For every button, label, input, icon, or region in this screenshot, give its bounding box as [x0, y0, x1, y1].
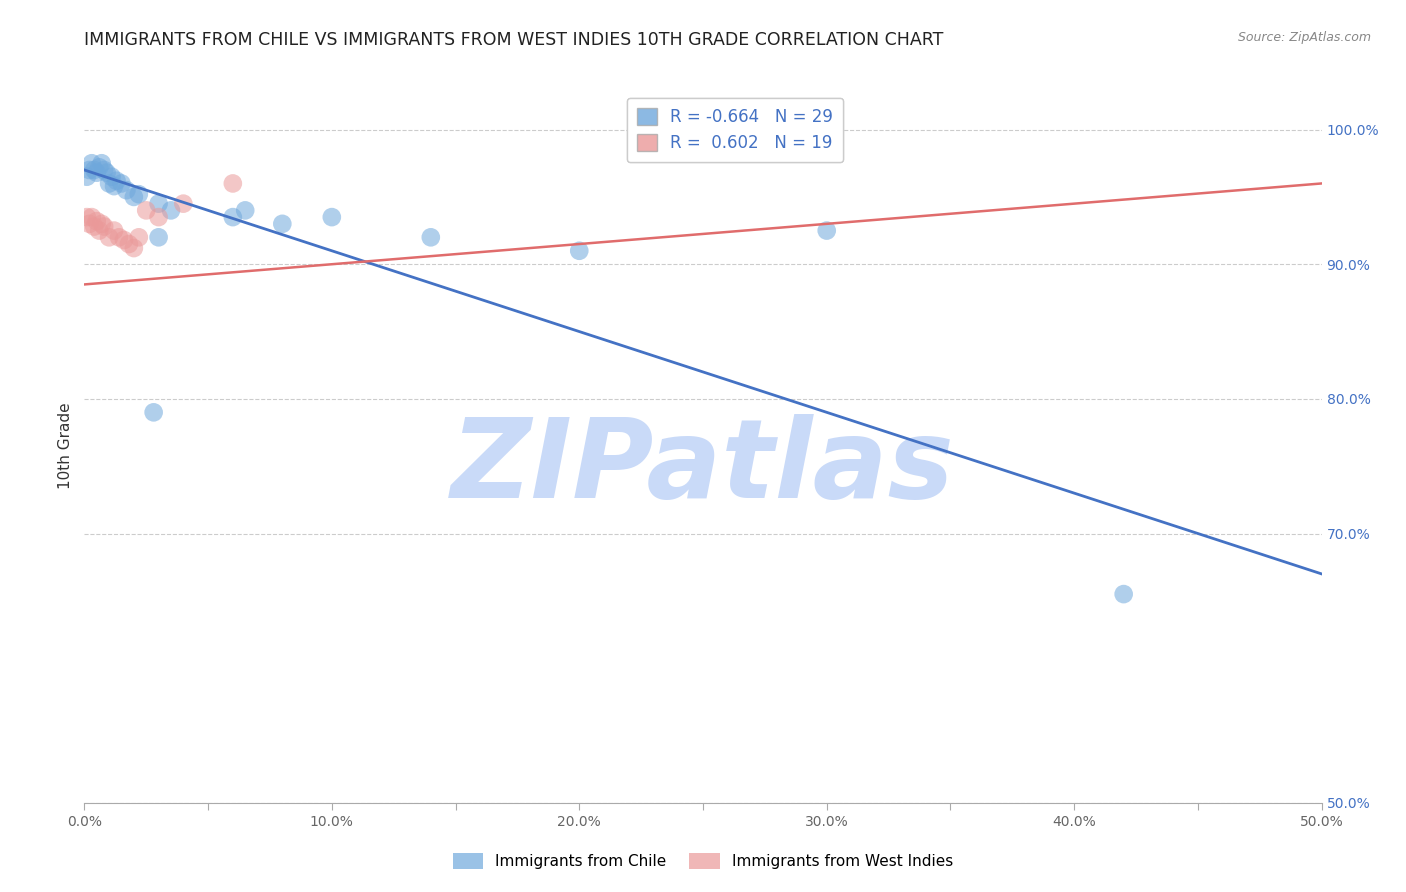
- Point: [93, 219, 115, 234]
- Point: [115, 183, 138, 197]
- Point: [128, 230, 150, 244]
- Point: [118, 237, 141, 252]
- Point: [148, 230, 170, 244]
- Point: [568, 244, 591, 258]
- Point: [79, 163, 101, 178]
- Point: [103, 223, 125, 237]
- Text: ZIPatlas: ZIPatlas: [451, 414, 955, 521]
- Point: [100, 169, 122, 184]
- Point: [222, 210, 245, 224]
- Point: [122, 190, 145, 204]
- Y-axis label: 10th Grade: 10th Grade: [58, 402, 73, 490]
- Point: [148, 210, 170, 224]
- Legend: Immigrants from Chile, Immigrants from West Indies: Immigrants from Chile, Immigrants from W…: [446, 847, 960, 875]
- Point: [98, 177, 121, 191]
- Point: [89, 161, 111, 175]
- Point: [76, 169, 98, 184]
- Point: [79, 217, 101, 231]
- Point: [160, 203, 183, 218]
- Point: [110, 177, 132, 191]
- Point: [98, 230, 121, 244]
- Point: [90, 217, 112, 231]
- Point: [80, 210, 103, 224]
- Point: [233, 203, 256, 218]
- Legend: R = -0.664   N = 29, R =  0.602   N = 19: R = -0.664 N = 29, R = 0.602 N = 19: [627, 97, 844, 162]
- Point: [105, 174, 128, 188]
- Point: [83, 219, 105, 234]
- Text: IMMIGRANTS FROM CHILE VS IMMIGRANTS FROM WEST INDIES 10TH GRADE CORRELATION CHAR: IMMIGRANTS FROM CHILE VS IMMIGRANTS FROM…: [84, 31, 943, 49]
- Point: [419, 230, 441, 244]
- Point: [108, 230, 131, 244]
- Point: [172, 196, 194, 211]
- Point: [321, 210, 343, 224]
- Point: [128, 187, 150, 202]
- Point: [93, 163, 115, 178]
- Point: [1112, 587, 1135, 601]
- Point: [89, 223, 111, 237]
- Point: [86, 214, 108, 228]
- Point: [112, 233, 135, 247]
- Point: [271, 217, 294, 231]
- Point: [90, 156, 112, 170]
- Point: [142, 405, 165, 419]
- Point: [86, 166, 108, 180]
- Point: [83, 163, 105, 178]
- Point: [103, 179, 125, 194]
- Point: [122, 241, 145, 255]
- Point: [222, 177, 245, 191]
- Point: [135, 203, 157, 218]
- Text: Source: ZipAtlas.com: Source: ZipAtlas.com: [1237, 31, 1371, 45]
- Point: [148, 196, 170, 211]
- Point: [80, 156, 103, 170]
- Point: [96, 166, 118, 180]
- Point: [76, 210, 98, 224]
- Point: [815, 223, 838, 237]
